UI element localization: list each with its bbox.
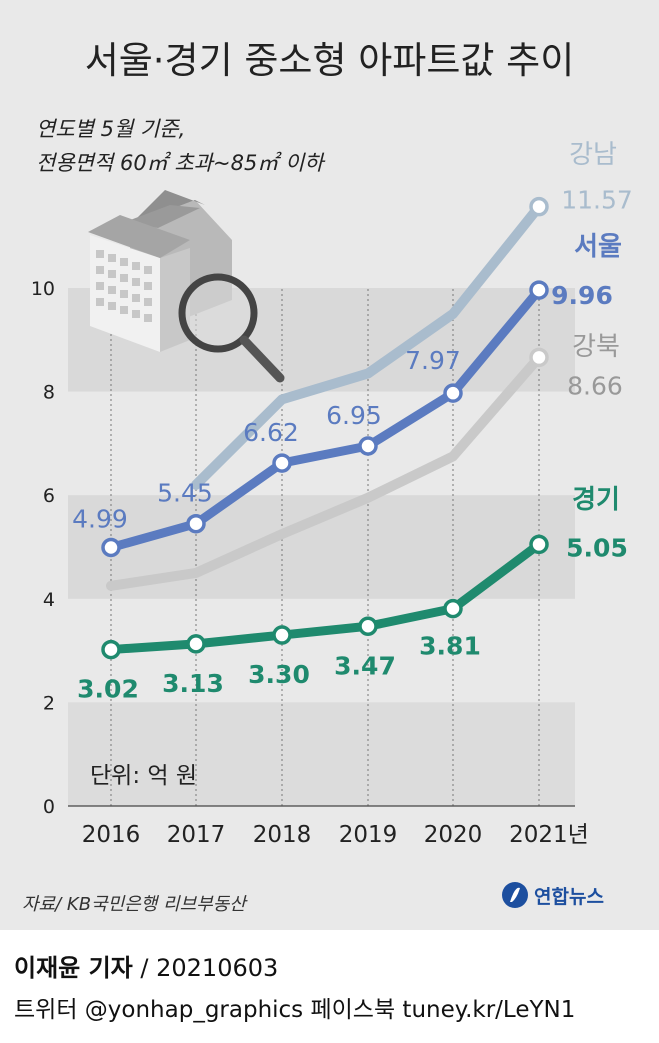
- value-label: 9.96: [551, 281, 613, 310]
- x-tick-label: 2020: [424, 822, 483, 848]
- y-tick-label: 0: [43, 796, 55, 818]
- value-label: 3.02: [77, 675, 139, 704]
- data-point: [529, 280, 549, 300]
- value-label: 5.45: [157, 479, 213, 508]
- data-point: [529, 196, 549, 217]
- x-tick-label: 2021년: [509, 822, 589, 848]
- data-point: [443, 598, 463, 619]
- data-point: [186, 634, 206, 654]
- series-line-서울: [106, 285, 544, 553]
- data-point: [358, 616, 378, 637]
- social-links: 트위터 @yonhap_graphics 페이스북 tuney.kr/LeYN1: [14, 997, 576, 1023]
- series-name-label: 경기: [572, 485, 620, 515]
- line-chart: 0 2 4 6 8 10 2016 2017 2018 2019 2020 2021년 4.99 5.…: [31, 140, 633, 848]
- series-name-label: 강북: [572, 332, 620, 362]
- value-label: 6.62: [243, 418, 299, 447]
- y-tick-label: 8: [43, 382, 55, 404]
- series-name-label: 서울: [574, 232, 622, 262]
- subtitle-line-1: 연도별 5월 기준,: [36, 117, 186, 141]
- value-label: 8.66: [567, 371, 623, 400]
- data-point: [272, 625, 292, 645]
- unit-label: 단위: 억 원: [90, 763, 197, 789]
- data-point: [358, 436, 378, 456]
- value-label: 6.95: [326, 401, 382, 430]
- data-point: [101, 537, 121, 558]
- y-tick-label: 4: [43, 589, 55, 611]
- apartment-magnifier-illustration: [88, 190, 285, 383]
- value-label: 11.57: [561, 186, 633, 215]
- x-tick-label: 2019: [339, 822, 398, 848]
- value-label: 3.13: [162, 669, 224, 698]
- y-tick-label: 10: [31, 278, 55, 300]
- value-label: 3.30: [248, 660, 310, 689]
- publish-date: / 20210603: [132, 954, 279, 982]
- value-label: 5.05: [566, 533, 628, 562]
- series-line-경기: [106, 539, 544, 655]
- background-band-bottom: [68, 702, 575, 806]
- chart-title: 서울·경기 중소형 아파트값 추이: [84, 39, 575, 82]
- value-label: 3.81: [419, 632, 481, 661]
- data-point: [443, 383, 463, 403]
- subtitle-line-2: 전용면적 60㎡ 초과~85㎡ 이하: [36, 151, 324, 175]
- y-tick-label: 2: [43, 692, 55, 714]
- data-point: [101, 639, 121, 660]
- series-line-강남: [191, 201, 544, 490]
- value-label: 7.97: [405, 346, 461, 375]
- x-tick-label: 2017: [167, 822, 226, 848]
- yonhap-logo: 연합뉴스: [500, 880, 604, 910]
- data-point: [186, 513, 206, 534]
- chart-subtitle: 연도별 5월 기준, 전용면적 60㎡ 초과~85㎡ 이하: [36, 112, 324, 180]
- y-tick-label: 6: [43, 485, 55, 507]
- data-point: [529, 347, 549, 368]
- reporter-name: 이재윤 기자: [14, 954, 133, 982]
- x-tick-label: 2016: [82, 822, 141, 848]
- series-name-label: 강남: [569, 140, 617, 170]
- x-tick-label: 2018: [253, 822, 312, 848]
- reporter-line: 이재윤 기자 / 20210603: [14, 948, 278, 983]
- yonhap-logo-text: 연합뉴스: [534, 885, 604, 908]
- source-credit: 자료/ KB국민은행 리브부동산: [22, 894, 246, 915]
- value-label: 4.99: [72, 505, 128, 534]
- yonhap-logo-icon: [502, 882, 528, 908]
- data-point: [272, 453, 292, 473]
- value-label: 3.47: [334, 651, 396, 680]
- data-point: [529, 534, 549, 555]
- series-line-강북: [106, 352, 544, 591]
